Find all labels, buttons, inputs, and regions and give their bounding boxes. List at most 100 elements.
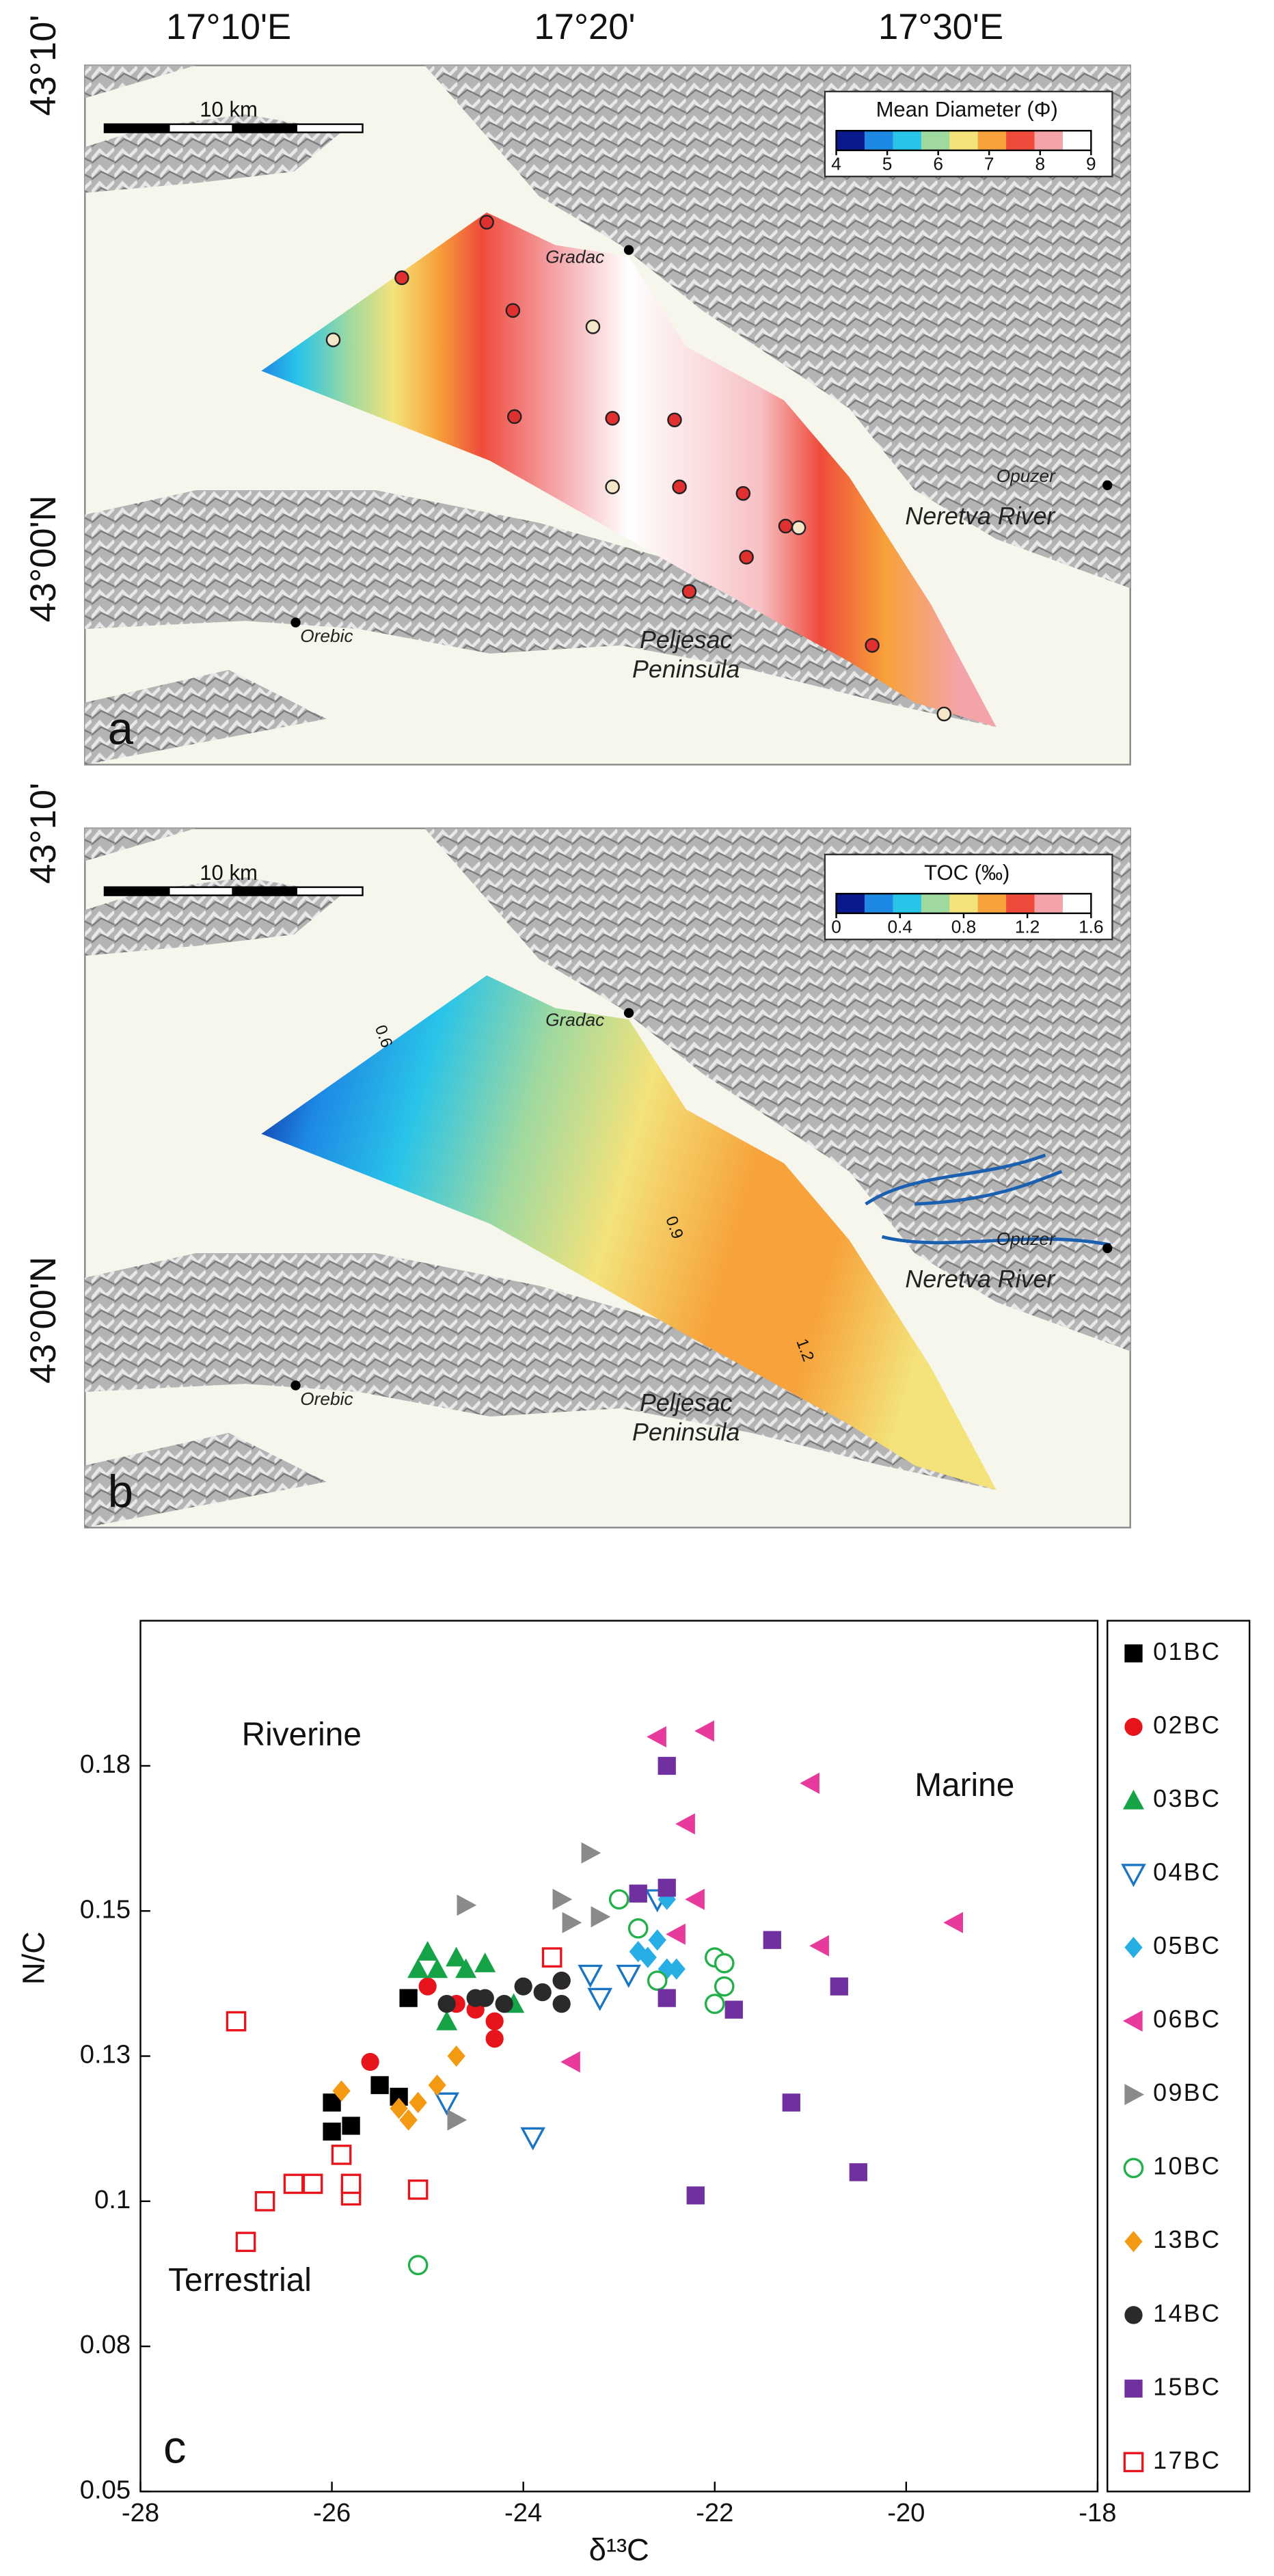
point — [283, 2173, 304, 2195]
place-name: Peljesac Peninsula — [632, 627, 740, 684]
town-marker — [290, 1380, 301, 1391]
point — [658, 1879, 676, 1897]
land — [85, 877, 343, 956]
point — [724, 2000, 743, 2019]
place-name: Orebic — [300, 1388, 353, 1409]
point — [647, 1726, 666, 1748]
point — [447, 2045, 465, 2067]
place-name: Gradac — [545, 1010, 604, 1030]
point — [399, 1989, 418, 2007]
scale-bar-segment — [104, 887, 170, 896]
annotation: Marine — [914, 1767, 1014, 1803]
point — [581, 1842, 601, 1864]
colorbar-tick-label: 1.2 — [1015, 916, 1040, 937]
legend-label: 17BC — [1153, 2447, 1221, 2474]
map-panel: 10 km Gradac Opuzer Neretva River Orebic Pelj… — [84, 64, 1131, 766]
colorbar-swatch — [949, 131, 979, 150]
colorbar-swatch — [949, 894, 979, 913]
field — [261, 212, 997, 727]
legend-label: 13BC — [1153, 2226, 1221, 2253]
colorbar-title: TOC (‰) — [924, 861, 1009, 885]
river — [865, 1153, 1111, 1247]
scale-bar-segment — [104, 124, 170, 133]
point — [648, 1929, 666, 1951]
colorbar-swatch — [893, 131, 923, 150]
point — [370, 2076, 389, 2095]
legend-marker — [1123, 2452, 1144, 2473]
legend-label: 09BC — [1153, 2079, 1221, 2106]
point — [436, 2011, 458, 2030]
colorbar-swatch — [836, 894, 866, 913]
town-marker — [1102, 480, 1113, 490]
lon-label: 17°10'E — [166, 7, 291, 47]
field — [261, 975, 997, 1490]
legend-box — [1107, 1620, 1251, 2493]
legend-marker — [1124, 2306, 1143, 2324]
legend-marker — [1124, 1937, 1143, 1959]
legend-marker — [1124, 1717, 1143, 1736]
point — [608, 1889, 629, 1910]
scale-bar-segment — [232, 124, 297, 133]
land — [85, 1432, 327, 1528]
colorbar-tick-label: 9 — [1086, 153, 1096, 174]
colorbar-swatch — [1006, 131, 1035, 150]
point — [361, 2052, 379, 2071]
point — [485, 2012, 504, 2030]
legend-label: 10BC — [1153, 2153, 1221, 2180]
point — [686, 2186, 705, 2205]
x-tick-label: -24 — [504, 2498, 542, 2527]
x-tick-label: -26 — [313, 2498, 351, 2527]
colorbar-swatch — [921, 894, 951, 913]
point — [437, 1994, 456, 2013]
colorbar-tick-label: 8 — [1035, 153, 1045, 174]
sample-site — [585, 319, 601, 334]
point — [675, 1813, 695, 1835]
legend-marker — [1122, 2010, 1143, 2032]
point — [629, 1884, 647, 1903]
panel-letter: c — [163, 2421, 186, 2473]
point — [552, 1994, 571, 2013]
point — [578, 1964, 604, 1988]
colorbar-swatch — [864, 131, 894, 150]
point — [457, 1894, 477, 1916]
point — [667, 1958, 686, 1980]
point — [627, 1918, 649, 1939]
point — [591, 1906, 611, 1928]
sample-site — [505, 303, 521, 318]
place-name: Opuzer — [997, 466, 1056, 486]
colorbar-swatch — [1034, 894, 1064, 913]
point — [447, 2109, 467, 2131]
panel-letter: a — [108, 703, 134, 754]
point — [342, 2117, 360, 2135]
place-name: Neretva River — [905, 502, 1056, 530]
point — [552, 1888, 573, 1910]
scale-bar-segment — [232, 887, 297, 896]
colorbar-swatch — [1034, 131, 1064, 150]
point — [694, 1720, 714, 1742]
legend-label: 05BC — [1153, 1932, 1221, 1959]
point — [226, 2011, 247, 2032]
place-name: Gradac — [545, 247, 604, 267]
y-tick-label: 0.08 — [80, 2330, 131, 2359]
sample-site — [507, 409, 522, 425]
colorbar-tick-label: 5 — [882, 153, 893, 174]
legend-label: 06BC — [1153, 2006, 1221, 2033]
colorbar-tick-label: 6 — [933, 153, 943, 174]
legend-marker — [1121, 1864, 1146, 1888]
point — [658, 1756, 676, 1775]
sample-site — [936, 706, 952, 722]
y-tick-label: 0.15 — [80, 1894, 131, 1924]
colorbar-swatch — [864, 894, 894, 913]
land — [85, 489, 997, 727]
sample-site — [791, 520, 807, 535]
legend-marker — [1124, 2379, 1143, 2398]
sample-site — [479, 215, 494, 230]
point — [629, 1941, 647, 1963]
scale-label: 10 km — [200, 98, 258, 122]
sample-site — [735, 485, 751, 501]
point — [417, 1941, 439, 1961]
point — [426, 1958, 448, 1978]
y-tick-label: 0.1 — [94, 2185, 131, 2214]
x-tick-label: -20 — [887, 2498, 925, 2527]
